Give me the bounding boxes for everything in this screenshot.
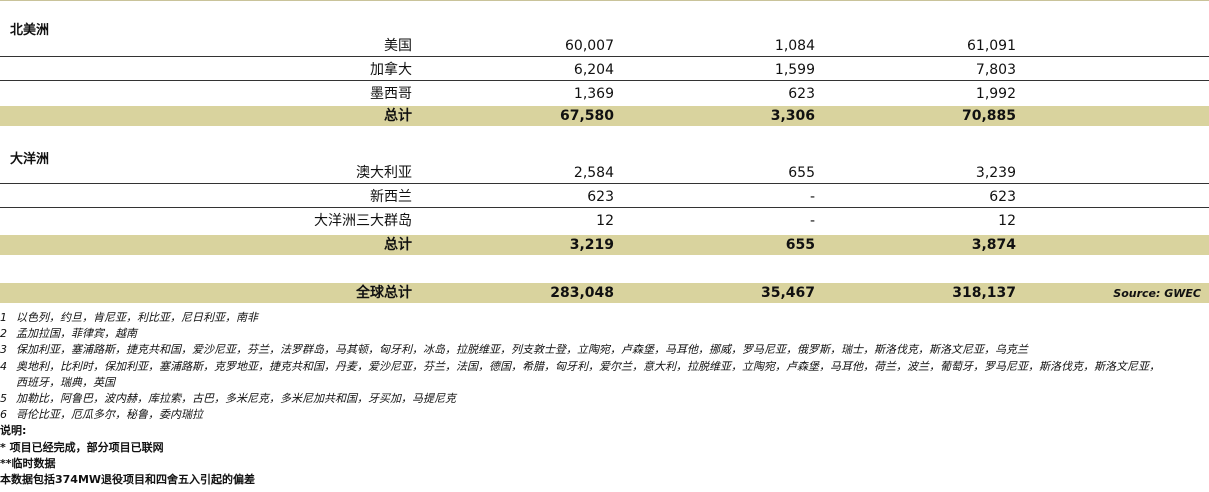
table-row: 澳大利亚 2,584 655 3,239: [0, 163, 1209, 184]
footnote-4-continued: 西班牙，瑞典，英国: [16, 375, 115, 389]
country-name: 墨西哥: [370, 86, 412, 102]
value-b: 1,599: [774, 62, 815, 78]
value-b: -: [809, 189, 815, 205]
note-provisional: **临时数据: [0, 456, 56, 470]
notes-heading: 说明:: [0, 424, 27, 438]
top-divider: [0, 0, 1209, 1]
global-total-value-b: 35,467: [760, 285, 815, 301]
table-row: 加拿大 6,204 1,599 7,803: [0, 60, 1209, 81]
total-row-north-america: 总计 67,580 3,306 70,885: [0, 106, 1209, 126]
total-value-a: 67,580: [559, 108, 614, 124]
country-name: 美国: [384, 38, 412, 54]
total-row-oceania: 总计 3,219 655 3,874: [0, 235, 1209, 255]
table-row: 新西兰 623 - 623: [0, 187, 1209, 208]
footnote-3: 3 保加利亚，塞浦路斯，捷克共和国，爱沙尼亚，芬兰，法罗群岛，马其顿，匈牙利，冰岛…: [0, 343, 1028, 357]
region-title-oceania: 大洋洲: [10, 152, 50, 167]
value-c: 12: [998, 213, 1016, 229]
value-c: 1,992: [975, 86, 1016, 102]
value-a: 60,007: [565, 38, 614, 54]
total-value-a: 3,219: [569, 237, 614, 253]
value-b: 623: [788, 86, 815, 102]
value-c: 623: [989, 189, 1016, 205]
total-label: 总计: [384, 108, 412, 124]
total-label: 总计: [384, 237, 412, 253]
value-a: 12: [596, 213, 614, 229]
note-decommissioned: 本数据包括374MW退役项目和四舍五入引起的偏差: [0, 473, 256, 487]
value-c: 3,239: [975, 165, 1016, 181]
global-total-value-c: 318,137: [952, 285, 1016, 301]
footnotes-block: 1 以色列，约旦，肯尼亚，利比亚，尼日利亚，南非 2 孟加拉国，菲律宾，越南 3 保加…: [0, 310, 1209, 488]
total-value-c: 70,885: [961, 108, 1016, 124]
value-c: 7,803: [975, 62, 1016, 78]
total-value-b: 3,306: [770, 108, 815, 124]
table-row: 墨西哥 1,369 623 1,992: [0, 84, 1209, 104]
table-row: 大洋洲三大群岛 12 - 12: [0, 211, 1209, 231]
value-a: 1,369: [573, 86, 614, 102]
global-total-label: 全球总计: [356, 285, 412, 301]
country-name: 新西兰: [370, 189, 412, 205]
value-b: 655: [788, 165, 815, 181]
value-c: 61,091: [967, 38, 1016, 54]
country-name: 澳大利亚: [356, 165, 412, 181]
global-total-row: 全球总计 283,048 35,467 318,137 Source: GWEC: [0, 283, 1209, 303]
footnote-4: 4 奥地利，比利时，保加利亚，塞浦路斯，克罗地亚，捷克共和国，丹麦，爱沙尼亚，芬兰…: [0, 359, 1160, 373]
region-title-north-america: 北美洲: [10, 23, 50, 38]
note-completed: * 项目已经完成，部分项目已联网: [0, 440, 164, 454]
footnote-2: 2 孟加拉国，菲律宾，越南: [0, 327, 137, 341]
footnote-1: 1 以色列，约旦，肯尼亚，利比亚，尼日利亚，南非: [0, 311, 258, 324]
value-b: -: [809, 213, 815, 229]
value-a: 2,584: [573, 165, 614, 181]
value-b: 1,084: [774, 38, 815, 54]
value-a: 6,204: [573, 62, 614, 78]
source-label: Source: GWEC: [1113, 287, 1201, 300]
table-row: 美国 60,007 1,084 61,091: [0, 36, 1209, 57]
total-value-b: 655: [785, 237, 815, 253]
footnote-5: 5 加勒比，阿鲁巴，波内赫，库拉索，古巴，多米尼克，多米尼加共和国，牙买加，马提尼…: [0, 392, 456, 406]
country-name: 大洋洲三大群岛: [314, 213, 412, 229]
global-total-value-a: 283,048: [550, 285, 614, 301]
value-a: 623: [587, 189, 614, 205]
footnote-6: 6 哥伦比亚，厄瓜多尔，秘鲁，委内瑞拉: [0, 408, 203, 422]
country-name: 加拿大: [370, 62, 412, 78]
total-value-c: 3,874: [971, 237, 1016, 253]
